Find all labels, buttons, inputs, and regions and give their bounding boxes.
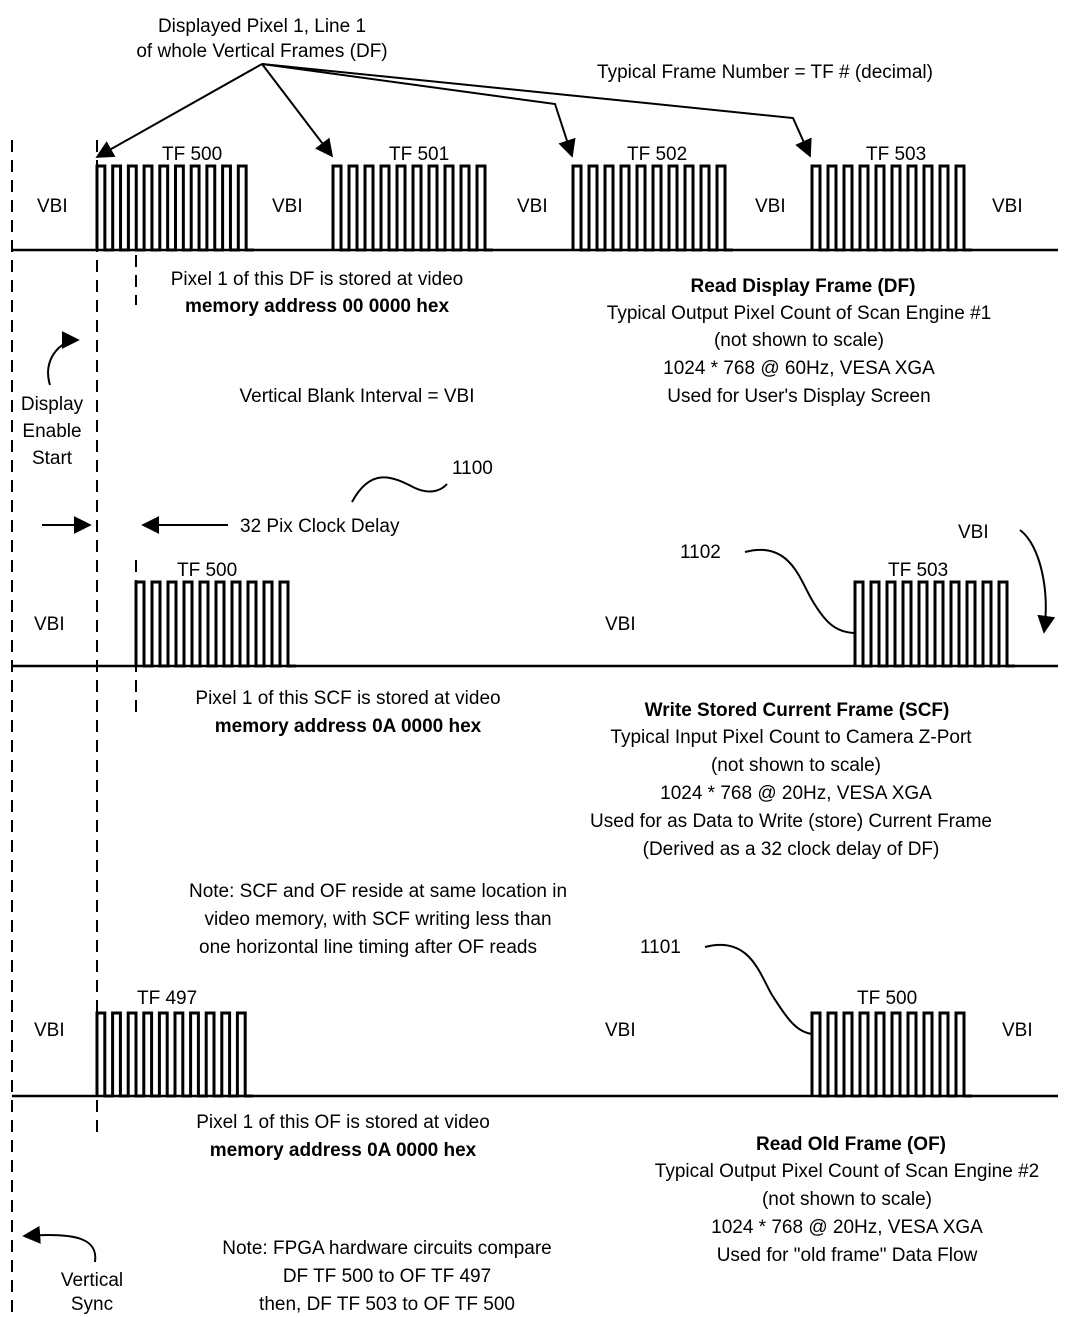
df-description-line: Used for User's Display Screen — [667, 386, 930, 407]
scf-description-title: Write Stored Current Frame (SCF) — [645, 700, 950, 721]
df-vbi-label: VBI — [755, 196, 786, 217]
pixel-line-label-1: Displayed Pixel 1, Line 1 — [158, 16, 366, 37]
df-waveform — [95, 164, 972, 252]
ref-1100-leader — [351, 476, 448, 503]
scf-of-note-line: one horizontal line timing after OF read… — [199, 937, 537, 958]
pixel-line-label-2: of whole Vertical Frames (DF) — [136, 41, 387, 62]
pulse-train — [95, 164, 254, 252]
vertical-sync-label: Vertical — [61, 1270, 123, 1291]
pulse-train — [134, 580, 296, 668]
display-enable-curved-arrow — [47, 331, 80, 386]
ref-1102-leader — [744, 548, 855, 634]
tf-number-label: Typical Frame Number = TF # (decimal) — [597, 62, 933, 83]
df-vbi-label: VBI — [992, 196, 1023, 217]
df-frame-label: TF 502 — [627, 144, 687, 165]
of-description-line: Used for "old frame" Data Flow — [717, 1245, 978, 1266]
pixel-pointer-arrows — [95, 63, 812, 158]
df-description-line: Typical Output Pixel Count of Scan Engin… — [607, 303, 991, 324]
of-vbi-label: VBI — [1002, 1020, 1033, 1041]
of-vbi-label: VBI — [605, 1020, 636, 1041]
df-frame-label: TF 501 — [389, 144, 449, 165]
pulse-train — [810, 1011, 972, 1098]
of-stored-label: Pixel 1 of this OF is stored at video — [196, 1112, 490, 1133]
of-vbi-label: VBI — [34, 1020, 65, 1041]
df-frame-label: TF 503 — [866, 144, 926, 165]
scf-description-line: (not shown to scale) — [711, 755, 881, 776]
of-memory-address: memory address 0A 0000 hex — [210, 1140, 477, 1161]
scf-description-line: 1024 * 768 @ 20Hz, VESA XGA — [660, 783, 932, 804]
display-enable-label: Enable — [22, 421, 81, 442]
vertical-sync-curved-arrow — [22, 1225, 97, 1263]
scf-frame-label: TF 503 — [888, 560, 948, 581]
df-description-line: (not shown to scale) — [714, 330, 884, 351]
of-frame-label: TF 500 — [857, 988, 917, 1009]
scf-vbi-label: VBI — [958, 522, 989, 543]
fpga-note-line: Note: FPGA hardware circuits compare — [222, 1238, 551, 1259]
of-waveform — [95, 1011, 972, 1098]
df-description-title: Read Display Frame (DF) — [691, 276, 916, 297]
scf-vbi-label: VBI — [34, 614, 65, 635]
ref-1100-label: 1100 — [452, 458, 493, 479]
scf-stored-label: Pixel 1 of this SCF is stored at video — [195, 688, 500, 709]
df-memory-address: memory address 00 0000 hex — [185, 296, 449, 317]
scf-vbi-arrow — [1019, 529, 1056, 634]
df-vbi-label: VBI — [37, 196, 68, 217]
scf-description-line: (Derived as a 32 clock delay of DF) — [643, 839, 940, 860]
scf-waveform — [134, 580, 1015, 668]
pulse-train — [571, 164, 733, 252]
scf-of-note-line: Note: SCF and OF reside at same location… — [189, 881, 567, 902]
display-enable-label: Start — [32, 448, 73, 469]
scf-memory-address: memory address 0A 0000 hex — [215, 716, 482, 737]
pulse-train — [810, 164, 972, 252]
pulse-train — [331, 164, 493, 252]
scf-of-note-line: video memory, with SCF writing less than — [204, 909, 551, 930]
pulse-train — [95, 1011, 253, 1098]
df-vbi-label: VBI — [517, 196, 548, 217]
of-description-line: 1024 * 768 @ 20Hz, VESA XGA — [711, 1217, 983, 1238]
of-description-line: Typical Output Pixel Count of Scan Engin… — [655, 1161, 1039, 1182]
scf-vbi-label: VBI — [605, 614, 636, 635]
scf-description-line: Used for as Data to Write (store) Curren… — [590, 811, 992, 832]
of-description-line: (not shown to scale) — [762, 1189, 932, 1210]
df-description-line: 1024 * 768 @ 60Hz, VESA XGA — [663, 358, 935, 379]
ref-1101-leader — [704, 943, 813, 1035]
df-stored-label: Pixel 1 of this DF is stored at video — [171, 269, 464, 290]
scf-description-line: Typical Input Pixel Count to Camera Z-Po… — [610, 727, 972, 748]
df-vbi-label: VBI — [272, 196, 303, 217]
of-frame-label: TF 497 — [137, 988, 197, 1009]
ref-1101-label: 1101 — [640, 937, 681, 958]
fpga-note-line: then, DF TF 503 to OF TF 500 — [259, 1294, 515, 1315]
ref-1102-label: 1102 — [680, 542, 721, 563]
display-enable-label: Display — [21, 394, 84, 415]
fpga-note-line: DF TF 500 to OF TF 497 — [283, 1266, 491, 1287]
vbi-definition: Vertical Blank Interval = VBI — [240, 386, 475, 407]
clock-delay-label: 32 Pix Clock Delay — [240, 516, 400, 537]
of-description-title: Read Old Frame (OF) — [756, 1134, 946, 1155]
scf-frame-label: TF 500 — [177, 560, 237, 581]
pulse-train — [853, 580, 1015, 668]
df-frame-label: TF 500 — [162, 144, 222, 165]
vertical-sync-label: Sync — [71, 1294, 113, 1315]
